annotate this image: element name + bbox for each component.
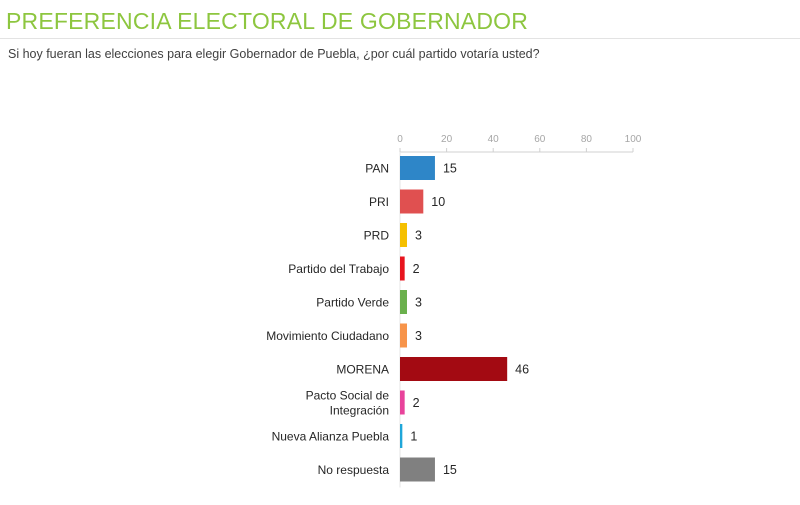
x-tick-label: 80 [581, 134, 593, 145]
x-tick-label: 100 [625, 134, 642, 145]
title-divider [0, 38, 800, 39]
bar-value-label: 1 [410, 430, 417, 444]
bar [400, 457, 435, 482]
bar-value-label: 3 [415, 296, 422, 310]
category-label: PAN [365, 162, 389, 176]
bar [400, 424, 403, 448]
x-tick-label: 0 [397, 134, 403, 145]
bar-value-label: 3 [415, 229, 422, 243]
category-label: Integración [330, 404, 389, 418]
category-label: Pacto Social de [306, 389, 390, 403]
bar-value-label: 10 [431, 195, 445, 209]
bar-value-label: 2 [413, 396, 420, 410]
bar-value-label: 46 [515, 363, 529, 377]
category-label: Partido del Trabajo [288, 262, 389, 276]
category-label: Nueva Alianza Puebla [272, 430, 390, 444]
category-label: Partido Verde [316, 296, 389, 310]
bar [400, 156, 435, 180]
page-subtitle: Si hoy fueran las elecciones para elegir… [8, 47, 540, 61]
page-title: PREFERENCIA ELECTORAL DE GOBERNADOR [6, 8, 529, 34]
category-label: PRI [369, 195, 389, 209]
bar-value-label: 15 [443, 162, 457, 176]
x-tick-label: 20 [441, 134, 453, 145]
bar [400, 290, 407, 314]
bar-value-label: 2 [413, 262, 420, 276]
bar [400, 323, 407, 348]
category-label: MORENA [336, 363, 389, 377]
x-tick-label: 40 [488, 134, 500, 145]
bar [400, 256, 405, 281]
category-label: Movimiento Ciudadano [266, 329, 389, 343]
category-label: PRD [364, 229, 390, 243]
x-tick-label: 60 [534, 134, 546, 145]
category-label: No respuesta [318, 463, 390, 477]
bar [400, 390, 405, 415]
bar [400, 357, 508, 381]
bar [400, 223, 407, 247]
bar-value-label: 3 [415, 329, 422, 343]
bar [400, 189, 424, 214]
bar-value-label: 15 [443, 463, 457, 477]
